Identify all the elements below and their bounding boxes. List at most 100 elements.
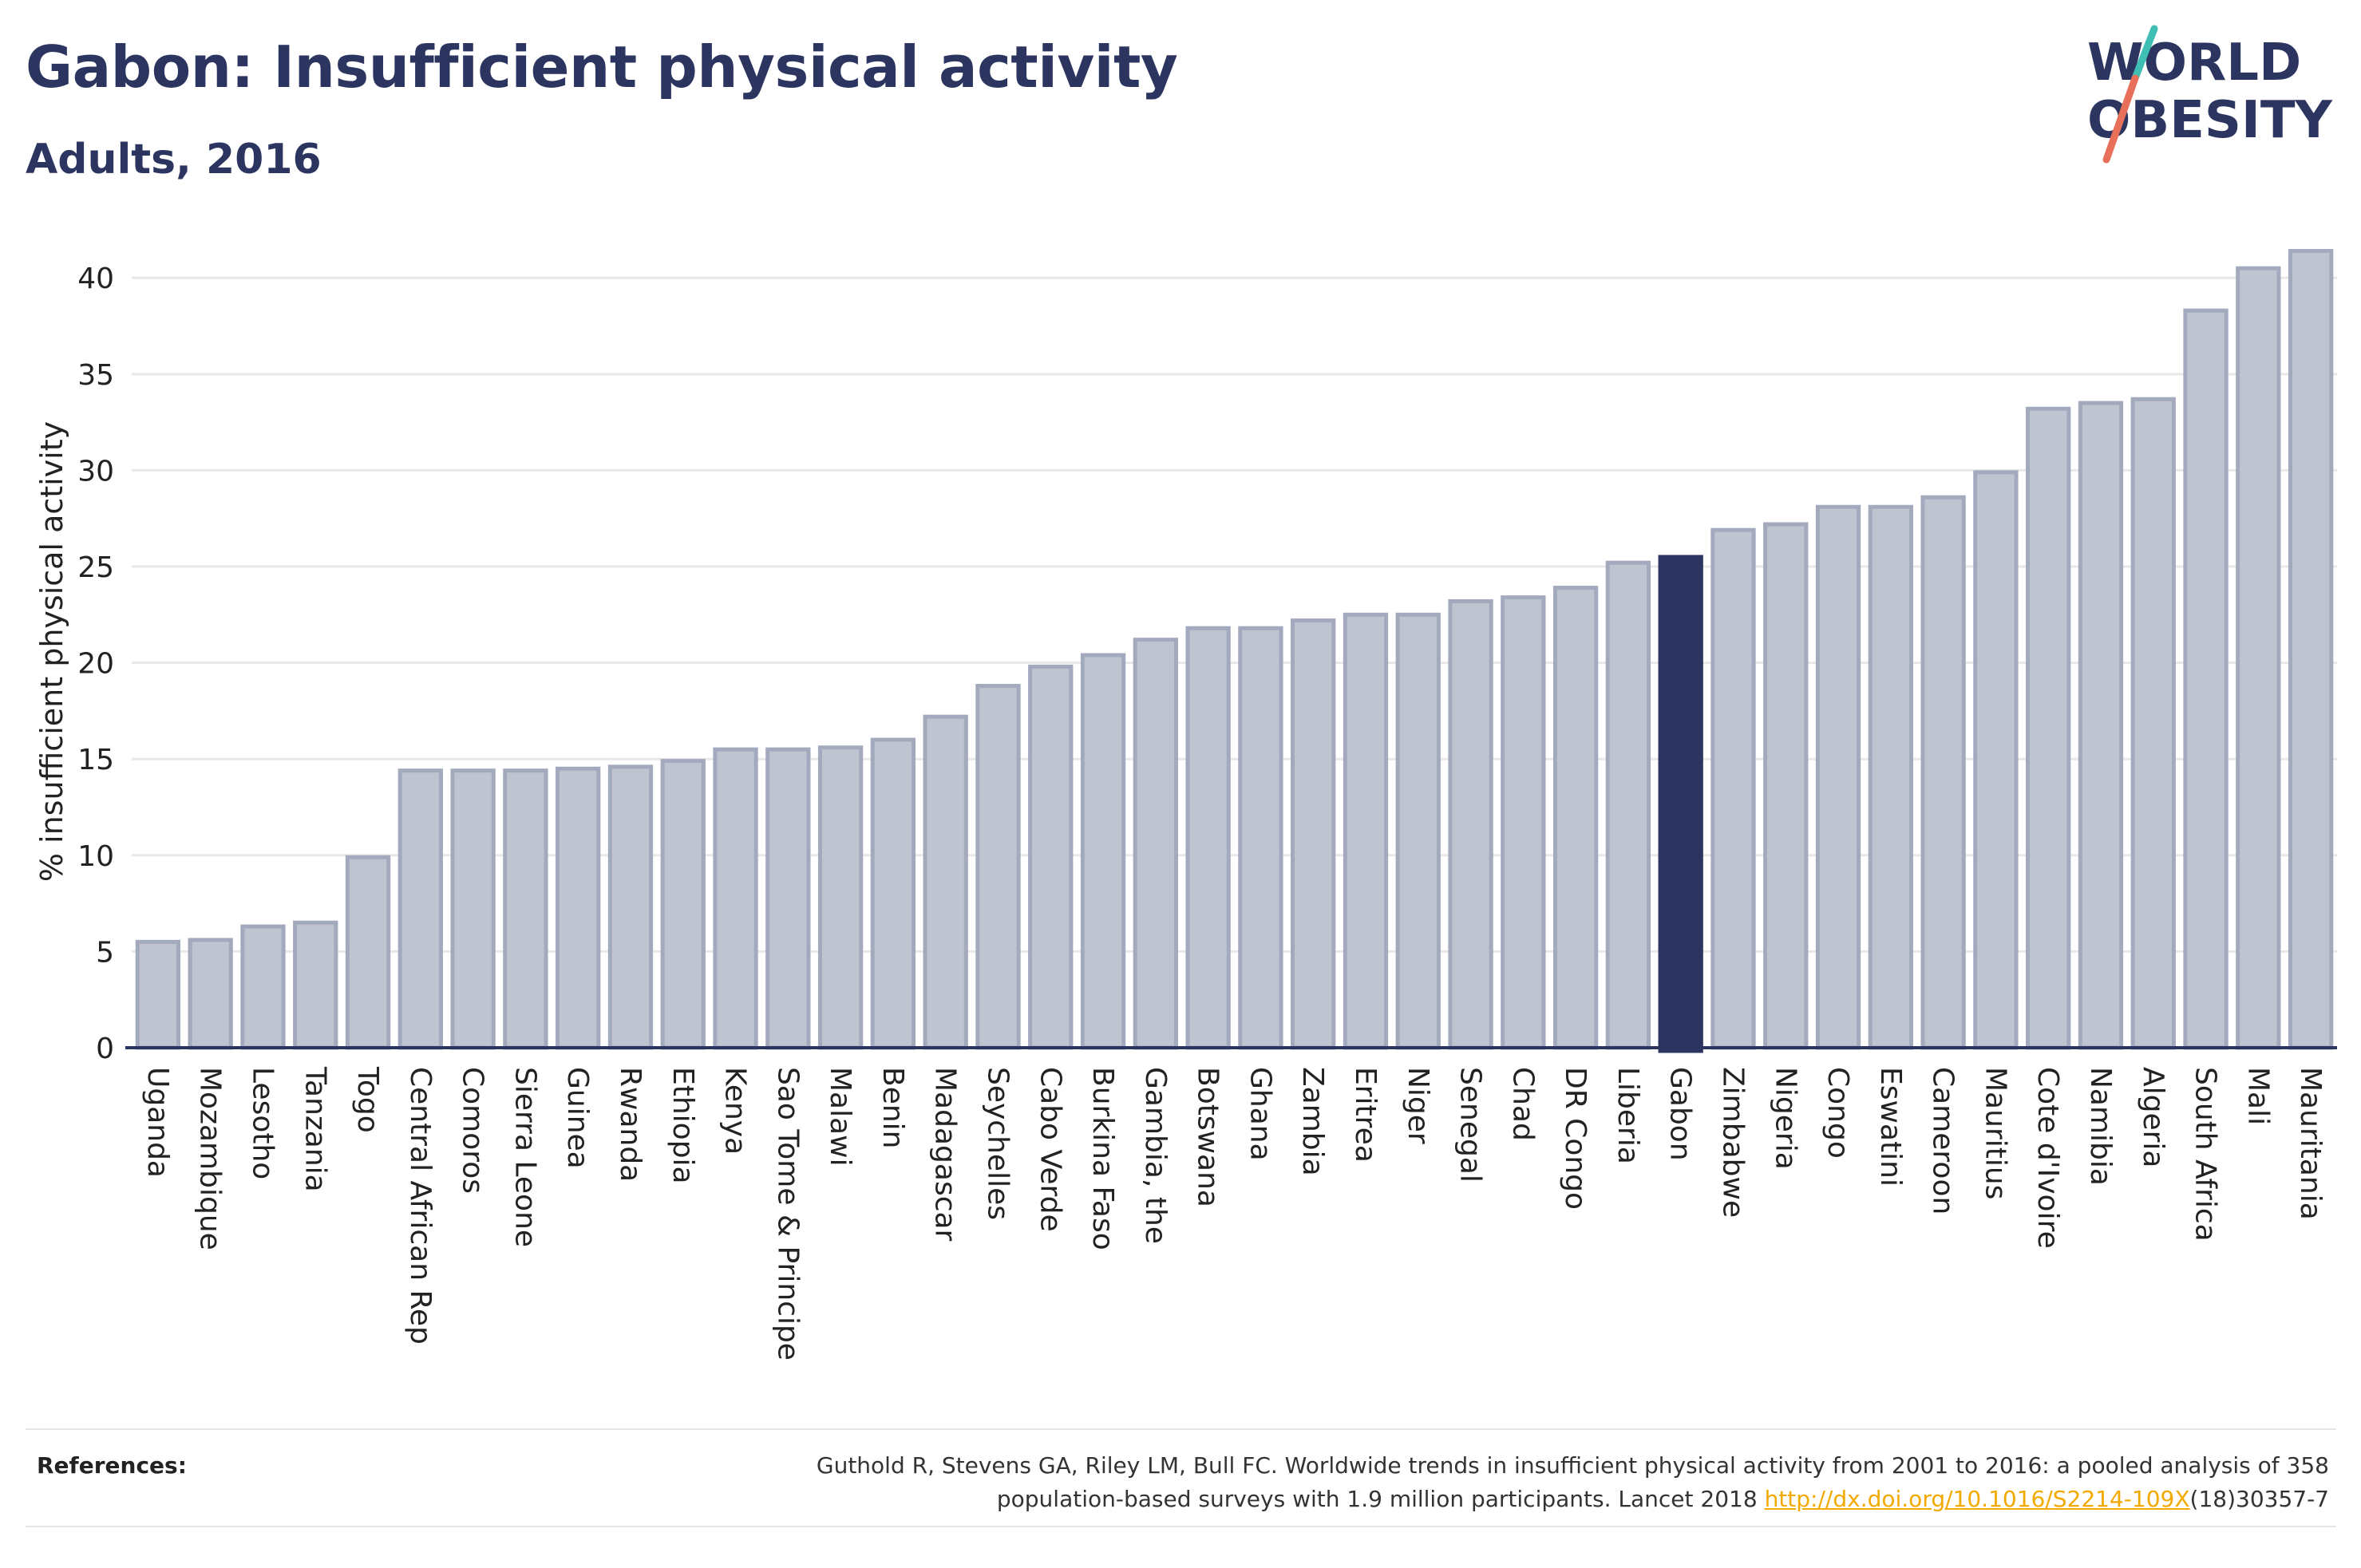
x-tick-label: Ghana [1244, 1067, 1276, 1161]
x-tick-label: Madagascar [929, 1067, 962, 1242]
bar-chad [1501, 595, 1546, 1050]
references-text: Guthold R, Stevens GA, Riley LM, Bull FC… [493, 1449, 2329, 1516]
x-tick-label: Guinea [561, 1067, 594, 1169]
bar-central-african-rep [397, 768, 443, 1050]
x-tick-label: Cameroon [1927, 1067, 1960, 1215]
bar-dr-congo [1552, 586, 1599, 1050]
x-tick-label: Zambia [1296, 1067, 1329, 1176]
bar-guinea [556, 766, 601, 1050]
x-tick-label: Algeria [2137, 1067, 2169, 1168]
x-tick-label: Ethiopia [666, 1067, 699, 1184]
x-tick-label: Eswatini [1874, 1067, 1907, 1187]
bar-benin [870, 737, 916, 1050]
bar-lesotho [240, 924, 286, 1050]
x-tick-label: Central African Rep [404, 1067, 437, 1345]
bar-rwanda [607, 764, 654, 1050]
bar-liberia [1605, 560, 1651, 1050]
bar-chart: 0 5 10 15 20 25 30 35 40 Uganda Mozambique Lesotho T… [34, 248, 2337, 1361]
y-tick-label: 30 [77, 455, 114, 488]
world-obesity-logo: WORLD OBESITY [2087, 25, 2332, 164]
reference-line1: Guthold R, Stevens GA, Riley LM, Bull FC… [816, 1452, 2329, 1479]
bar-burkina-faso [1080, 653, 1126, 1050]
reference-line2-suffix: (18)30357-7 [2189, 1486, 2329, 1512]
x-tick-label: Senegal [1454, 1067, 1487, 1183]
logo-slash-teal [2131, 25, 2158, 82]
x-tick-label: Namibia [2084, 1067, 2117, 1186]
reference-doi-link[interactable]: http://dx.doi.org/10.1016/S2214-109X [1764, 1486, 2190, 1512]
bar-nigeria [1763, 522, 1809, 1050]
x-tick-label: Comoros [457, 1067, 489, 1194]
x-tick-label: Togo [351, 1066, 384, 1133]
y-tick-label: 40 [77, 263, 114, 295]
bar-niger [1395, 612, 1441, 1050]
x-tick-label: Botswana [1192, 1067, 1224, 1207]
bar-kenya [713, 747, 758, 1050]
bar-namibia [2078, 401, 2124, 1050]
x-tick-label: Nigeria [1769, 1067, 1801, 1170]
x-tick-label: Mozambique [194, 1067, 227, 1250]
bar-ghana [1238, 626, 1283, 1050]
references-label: References: [37, 1452, 187, 1479]
bar-tanzania [293, 920, 338, 1050]
x-tick-label: Burkina Faso [1086, 1067, 1119, 1250]
bar-layer [135, 248, 2334, 1053]
bar-algeria [2130, 397, 2176, 1050]
page-title: Gabon: Insufficient physical activity [26, 34, 1178, 101]
footer-divider-top [26, 1428, 2336, 1430]
bar-zambia [1291, 618, 1336, 1050]
footer-divider-bottom [26, 1526, 2336, 1527]
bar-botswana [1185, 626, 1231, 1050]
x-tick-label: Gambia, the [1139, 1067, 1172, 1244]
x-tick-label: Congo [1821, 1067, 1854, 1159]
x-tick-label: Eritrea [1349, 1067, 1382, 1163]
bar-cameroon [1920, 495, 1966, 1050]
bar-gabon [1658, 555, 1703, 1053]
bar-mali [2236, 266, 2281, 1050]
bar-cabo-verde [1028, 664, 1074, 1050]
page-subtitle: Adults, 2016 [26, 136, 322, 184]
bar-comoros [450, 768, 496, 1050]
bar-eritrea [1343, 612, 1389, 1050]
x-tick-label: Niger [1402, 1067, 1434, 1144]
y-tick-label: 20 [77, 648, 114, 681]
y-tick-label: 35 [77, 359, 114, 392]
bar-cote-d-ivoire [2026, 406, 2071, 1050]
x-tick-label: Mali [2241, 1067, 2274, 1125]
x-tick-label: Malawi [824, 1067, 856, 1167]
bar-ethiopia [660, 759, 706, 1050]
x-tick-label: Seychelles [981, 1067, 1014, 1220]
bar-senegal [1448, 598, 1493, 1050]
bar-mozambique [188, 938, 233, 1050]
y-tick-label: 25 [77, 551, 114, 584]
x-tick-label: Cote d'Ivoire [2031, 1067, 2064, 1249]
y-tick-label: 0 [96, 1033, 114, 1065]
x-tick-label: Uganda [141, 1067, 174, 1178]
x-tick-label: Cabo Verde [1034, 1067, 1066, 1232]
reference-line2-prefix: population-based surveys with 1.9 millio… [996, 1486, 1765, 1512]
bar-congo [1815, 504, 1861, 1050]
y-tick-label: 10 [77, 840, 114, 873]
bar-uganda [135, 939, 181, 1050]
bar-madagascar [923, 714, 968, 1050]
x-tick-label: Lesotho [246, 1067, 279, 1179]
x-tick-label: Gabon [1664, 1067, 1697, 1161]
bar-seychelles [975, 684, 1021, 1050]
bar-zimbabwe [1710, 527, 1756, 1050]
bar-togo [345, 855, 391, 1050]
axis-layer: 0 5 10 15 20 25 30 35 40 Uganda Mozambique Lesotho T… [77, 263, 2337, 1361]
grid-layer [132, 276, 2337, 953]
bar-malawi [817, 745, 864, 1050]
x-tick-label: Liberia [1612, 1067, 1644, 1164]
bar-eswatini [1868, 504, 1913, 1050]
bar-mauritius [1973, 470, 2019, 1050]
x-tick-label: Mauritania [2294, 1067, 2327, 1220]
x-tick-label: Mauritius [1979, 1067, 2011, 1199]
logo-line1: WORLD [2087, 34, 2301, 93]
bar-sierra-leone [503, 768, 548, 1050]
x-tick-label: Kenya [719, 1067, 752, 1155]
logo-slash-coral [2102, 74, 2139, 164]
bar-gambia-the [1133, 638, 1178, 1050]
x-tick-label: South Africa [2189, 1067, 2222, 1242]
y-tick-label: 15 [77, 744, 114, 776]
x-tick-label: Tanzania [299, 1066, 331, 1192]
